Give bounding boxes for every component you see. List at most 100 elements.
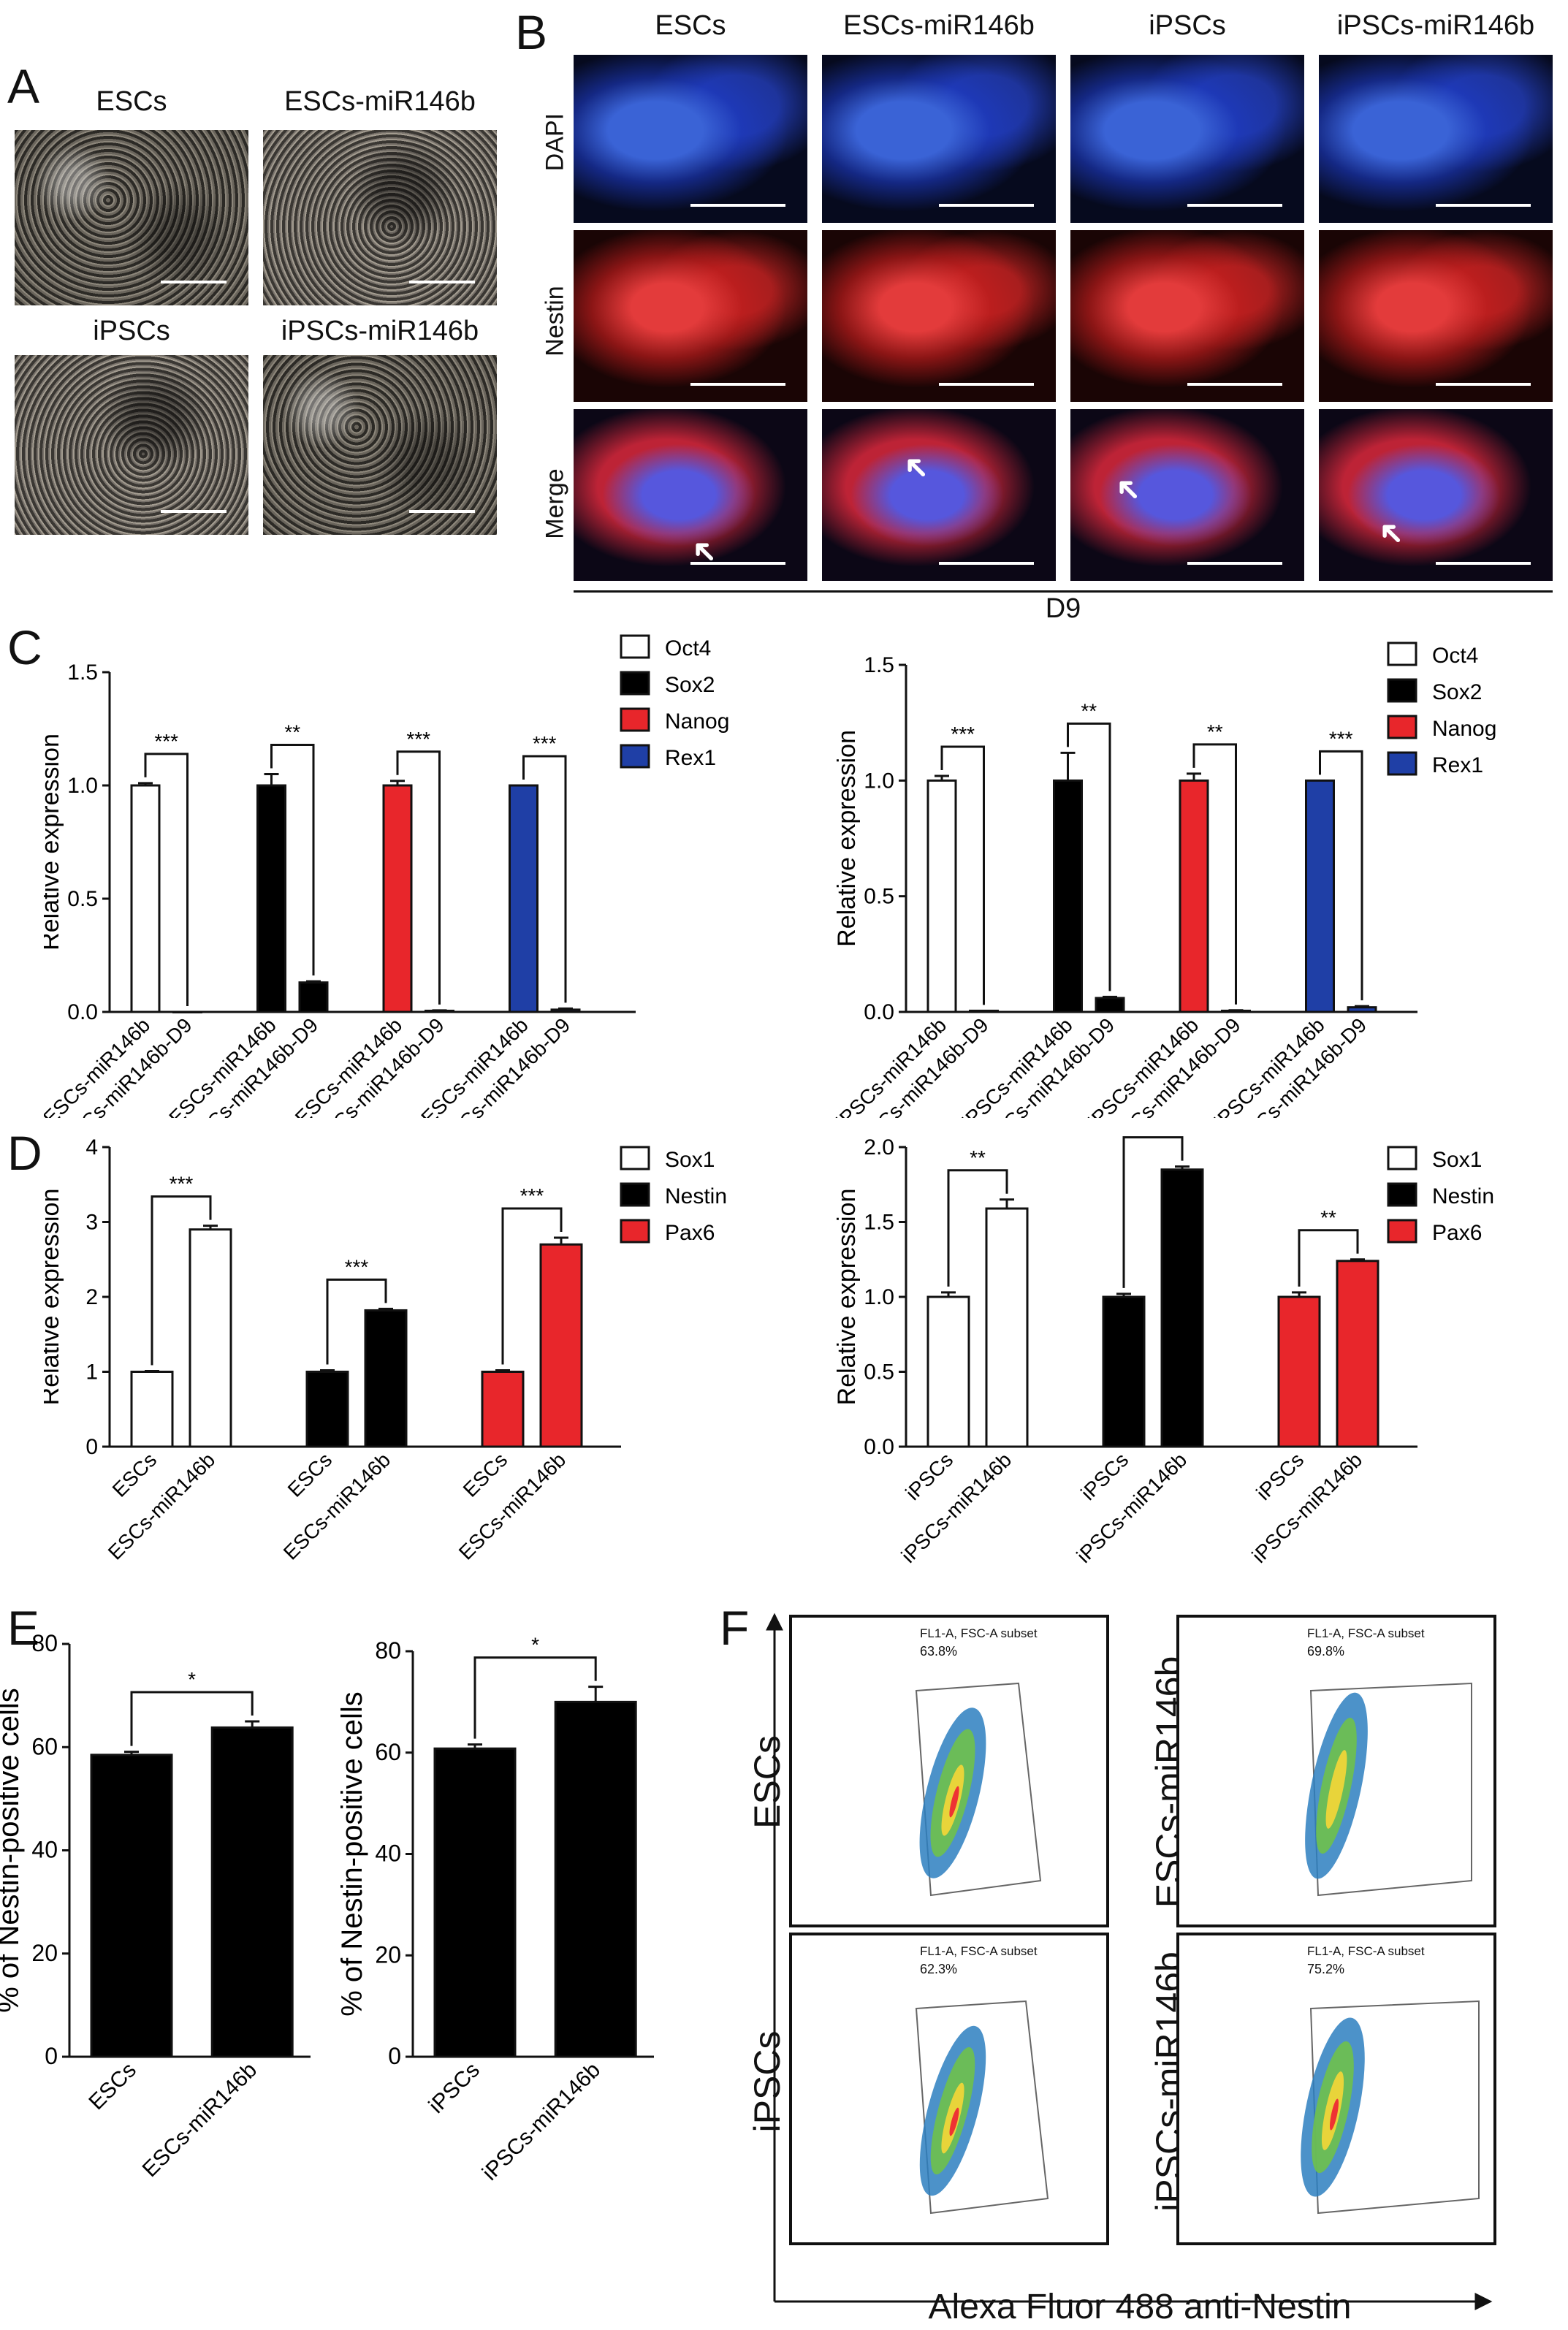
y-axis-label: Relative expression <box>44 1189 64 1406</box>
facs-percent: 75.2% <box>1307 1962 1345 1976</box>
y-tick-label: 80 <box>375 1637 401 1664</box>
bar <box>130 1371 174 1448</box>
x-tick-label: iPSCs <box>425 2058 484 2118</box>
legend-swatch <box>620 671 650 696</box>
significance-bracket <box>1067 722 1111 991</box>
legend-label: Oct4 <box>1432 644 1478 668</box>
significance-bracket <box>947 1169 1008 1287</box>
x-tick-label: iPSCs-miR146b <box>897 1448 1016 1567</box>
y-tick-label: 1.0 <box>67 774 98 798</box>
y-tick-label: 0.0 <box>67 1000 98 1024</box>
y-tick-label: 80 <box>31 1630 58 1656</box>
x-tick-label: iPSCs <box>1252 1448 1308 1504</box>
x-tick-label: ESCs-miR146b <box>104 1448 219 1564</box>
y-tick-label: 0.5 <box>864 885 894 909</box>
significance-label: *** <box>1329 727 1353 750</box>
panel-label-d: D <box>7 1126 42 1180</box>
legend-swatch <box>620 744 650 769</box>
y-axis-label: % of Nestin-positive cells <box>336 1691 368 2017</box>
bar <box>189 1228 232 1448</box>
bar <box>90 1754 173 2058</box>
x-tick-label: ESCs <box>108 1448 161 1501</box>
panel-b-row-dapi: DAPI <box>541 113 569 172</box>
panel-b-col-ipscs-mir146b: iPSCs-miR146b <box>1336 10 1535 41</box>
panel-a-title-escs: ESCs <box>96 86 167 117</box>
bar <box>1305 779 1335 1013</box>
y-tick-label: 1.5 <box>67 660 98 685</box>
legend-swatch <box>620 1182 650 1207</box>
y-tick-label: 2 <box>85 1285 98 1309</box>
significance-label: *** <box>170 1173 194 1195</box>
legend-swatch <box>1387 1182 1417 1207</box>
fluor-merge-escs-mir146b: ➜ <box>822 409 1056 581</box>
y-tick-label: 2.0 <box>864 1135 894 1160</box>
arrow-icon: ➜ <box>1369 511 1413 556</box>
legend-swatch <box>620 634 650 659</box>
panel-f-row-escs: ESCs <box>747 1735 788 1829</box>
panel-label-c: C <box>7 620 42 674</box>
facs-plot-ipscs: FL1-A, FSC-A subset 62.3% <box>789 1933 1109 2245</box>
brightfield-image-escs <box>15 130 248 305</box>
x-tick-label: ESCs <box>84 2058 141 2115</box>
fluor-merge-ipscs: ➜ <box>1070 409 1304 581</box>
panel-a-title-ipscs: iPSCs <box>93 316 170 346</box>
significance-bracket <box>1298 1229 1359 1287</box>
bar <box>256 784 286 1013</box>
y-tick-label: 1.5 <box>864 653 894 677</box>
panel-f-xaxis-label: Alexa Fluor 488 anti-Nestin <box>928 2288 1352 2326</box>
brightfield-image-ipscs-mir146b <box>263 355 497 535</box>
bar <box>172 1010 202 1013</box>
bar <box>1102 1295 1146 1448</box>
facs-gate-label: FL1-A, FSC-A subset <box>920 1626 1038 1640</box>
significance-label: *** <box>533 732 557 755</box>
bar <box>130 784 161 1013</box>
significance-bracket <box>396 750 441 1005</box>
y-axis-label: Relative expression <box>833 730 861 947</box>
panel-label-e: E <box>7 1601 40 1655</box>
chart-e-left: 0 20 40 60 80 % of Nestin-positive cells ESCsE… <box>0 1630 311 2182</box>
legend-label: Sox2 <box>665 673 715 697</box>
fluor-merge-escs: ➜ <box>574 409 807 581</box>
significance-label: *** <box>951 723 975 745</box>
y-tick-label: 0.5 <box>864 1360 894 1385</box>
y-tick-label: 60 <box>31 1733 58 1759</box>
legend-label: Nanog <box>1432 717 1496 741</box>
facs-percent: 69.8% <box>1307 1644 1345 1659</box>
bar <box>926 779 957 1013</box>
significance-label: *** <box>406 728 430 750</box>
facs-plot-escs: FL1-A, FSC-A subset 63.8% <box>789 1615 1109 1927</box>
y-axis-label: Relative expression <box>44 734 64 951</box>
y-tick-label: 20 <box>31 1940 58 1966</box>
y-tick-label: 0.0 <box>864 1435 894 1459</box>
panel-b-col-escs: ESCs <box>655 10 726 41</box>
x-tick-label: iPSCs <box>1076 1448 1133 1504</box>
legend-swatch <box>1387 1219 1417 1244</box>
x-tick-label: ESCs <box>283 1448 337 1501</box>
bar <box>481 1371 525 1448</box>
legend-label: Sox1 <box>665 1148 715 1172</box>
significance-label: ** <box>1207 720 1223 743</box>
bar <box>210 1726 294 2058</box>
arrow-icon: ➜ <box>894 446 938 490</box>
y-tick-label: 60 <box>375 1739 401 1765</box>
bar <box>364 1309 408 1448</box>
panel-label-a: A <box>7 59 40 113</box>
significance-bracket <box>130 1691 254 1746</box>
facs-percent: 63.8% <box>920 1644 958 1659</box>
panel-f-axes <box>766 1613 1493 2310</box>
legend-swatch <box>620 1219 650 1244</box>
panel-a-title-escs-mir146b: ESCs-miR146b <box>284 86 476 117</box>
x-tick-label: ESCs-miR146b <box>454 1448 570 1564</box>
significance-bracket <box>1122 1136 1184 1288</box>
significance-label: ** <box>1320 1206 1336 1229</box>
legend-swatch <box>1387 751 1417 776</box>
panel-f-row-ipscs: iPSCs <box>747 2030 788 2133</box>
panel-b-row-nestin: Nestin <box>541 286 569 357</box>
y-axis-label: Relative expression <box>833 1189 861 1406</box>
bar <box>985 1207 1029 1448</box>
bar <box>1336 1260 1379 1448</box>
x-tick-label: ESCs-miR146b <box>279 1448 395 1564</box>
bar <box>539 1243 583 1448</box>
brightfield-image-escs-mir146b <box>263 130 497 305</box>
fluor-nestin-ipscs <box>1070 230 1304 402</box>
